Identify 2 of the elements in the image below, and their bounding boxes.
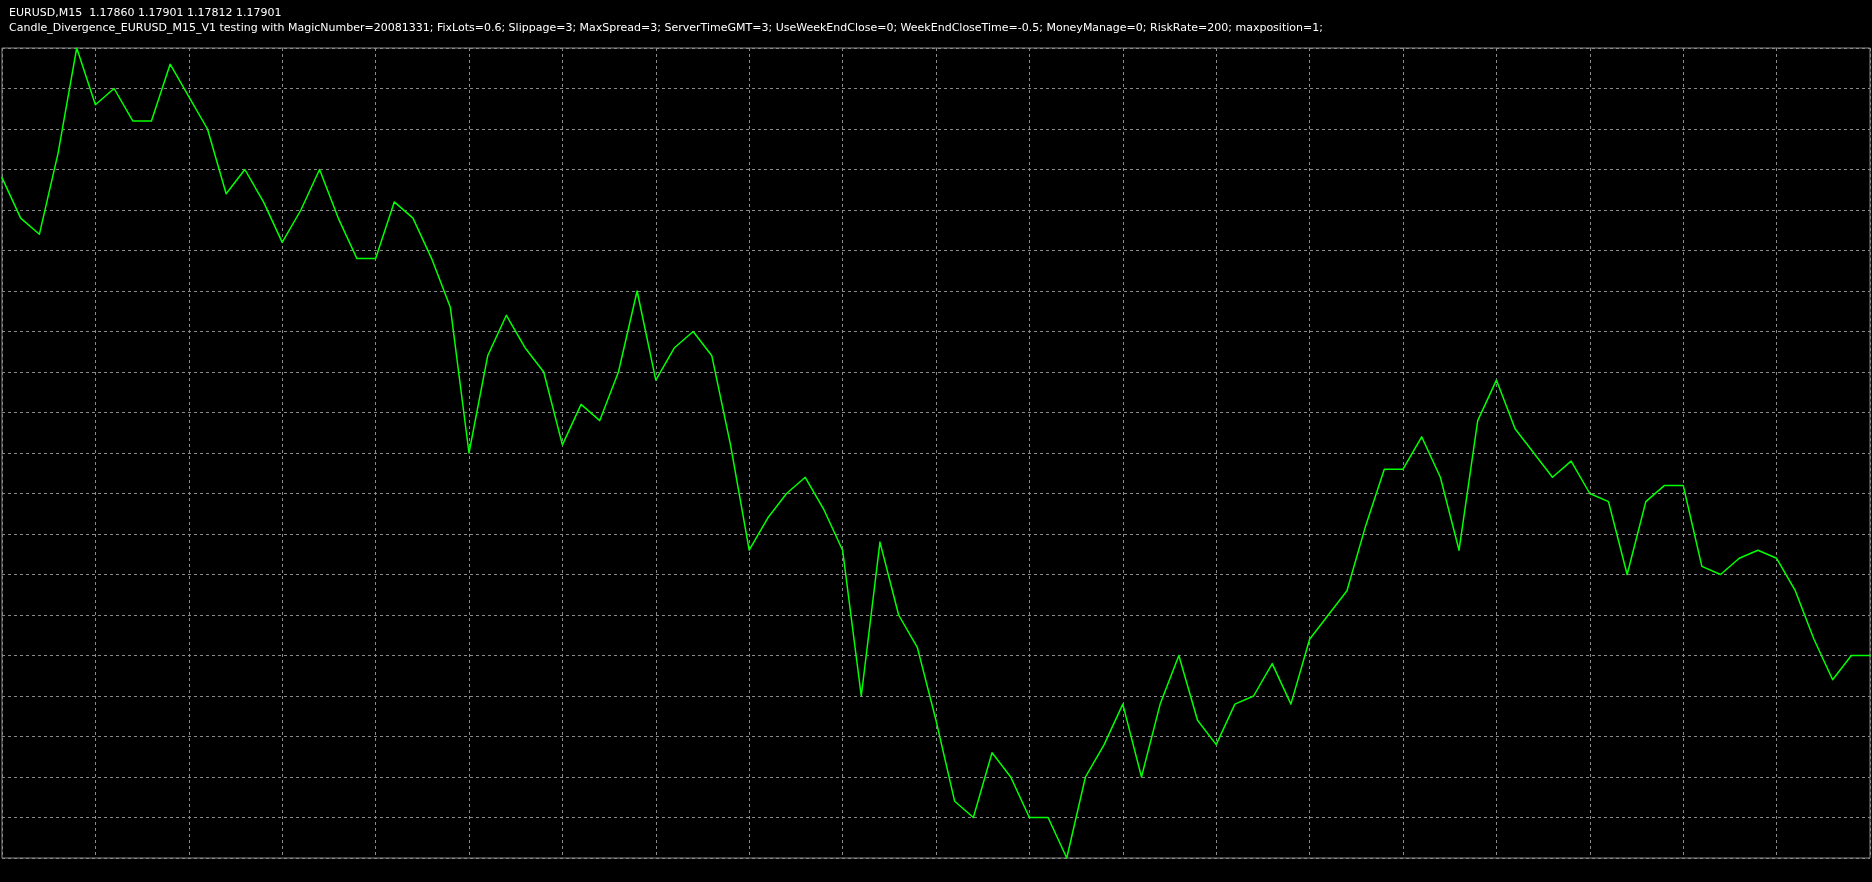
chart-title: EURUSD,M15 1.17860 1.17901 1.17812 1.17901	[9, 6, 282, 19]
chart-subtitle: Candle_Divergence_EURUSD_M15_V1 testing with MagicNumber=20081331; FixLots=0.6; Slippage=3; MaxSpread=3; ServerTimeGMT=3; UseWeekEndClose=0; WeekEndCloseTime=-0.5; MoneyManage=0; RiskRate=200; maxposition=1;	[9, 21, 1323, 34]
